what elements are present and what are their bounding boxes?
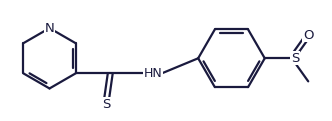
Text: HN: HN <box>143 67 162 80</box>
Text: S: S <box>102 98 110 111</box>
Text: S: S <box>291 52 299 65</box>
Text: O: O <box>303 29 313 42</box>
Text: N: N <box>44 22 54 35</box>
